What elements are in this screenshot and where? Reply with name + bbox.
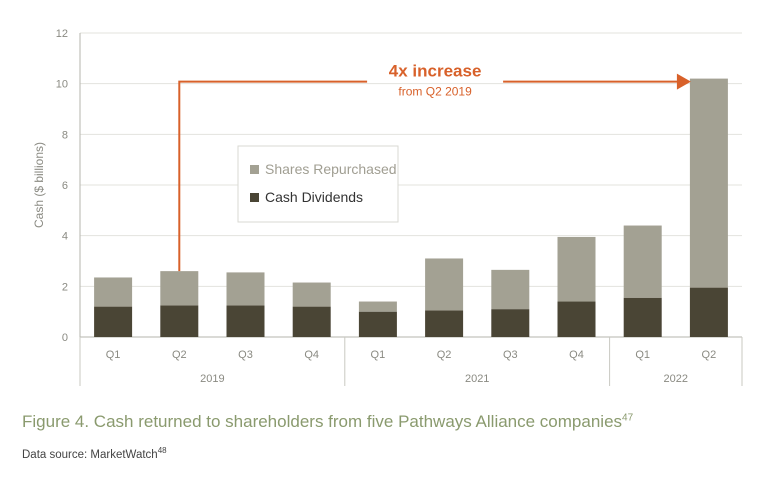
y-tick-label: 2 xyxy=(62,281,68,293)
annotation-arrow-start xyxy=(178,80,368,272)
y-tick-label: 6 xyxy=(62,180,68,192)
source-text: Data source: MarketWatch xyxy=(22,448,158,461)
bar-shares-repurchased xyxy=(94,277,133,307)
bar-shares-repurchased xyxy=(491,269,530,310)
bar-shares-repurchased xyxy=(226,272,265,306)
bar-cash-dividends xyxy=(160,305,199,337)
bar-shares-repurchased xyxy=(160,271,199,306)
figure-caption: Figure 4. Cash returned to shareholders … xyxy=(22,412,633,432)
bar-cash-dividends xyxy=(425,310,464,337)
x-tick-label: Q2 xyxy=(437,349,452,361)
bar-cash-dividends xyxy=(557,301,596,337)
x-tick-label: Q2 xyxy=(172,349,187,361)
x-tick-label: Q1 xyxy=(635,349,650,361)
x-tick-label: Q1 xyxy=(106,349,121,361)
stacked-bar-chart: 0 2 4 6 8 10 12 Cash ($ billions) Q1 Q2 Q3 Q4 Q1 Q2… xyxy=(32,28,743,386)
x-group-label: 2022 xyxy=(664,373,688,385)
legend-label-cash-dividends: Cash Dividends xyxy=(265,189,363,205)
x-tick-label: Q3 xyxy=(503,349,518,361)
bar-cash-dividends xyxy=(292,306,331,337)
bar-cash-dividends xyxy=(689,287,728,337)
bars xyxy=(94,78,728,337)
annotation-title: 4x increase xyxy=(389,62,482,81)
bar-cash-dividends xyxy=(94,306,133,337)
x-tick-label: Q4 xyxy=(569,349,584,361)
caption-footnote-ref: 47 xyxy=(622,412,634,424)
bar-shares-repurchased xyxy=(425,258,464,311)
legend-swatch-shares-repurchased xyxy=(250,165,259,174)
bar-shares-repurchased xyxy=(358,301,397,312)
y-tick-label: 4 xyxy=(62,231,68,243)
x-tick-label: Q1 xyxy=(371,349,386,361)
y-tick-label: 0 xyxy=(62,332,68,344)
legend: Shares Repurchased Cash Dividends xyxy=(237,145,399,223)
bar-shares-repurchased xyxy=(292,282,331,307)
x-tick-label: Q2 xyxy=(702,349,717,361)
x-group-label: 2019 xyxy=(200,373,224,385)
annotation-arrowhead-icon xyxy=(676,73,691,90)
bar-cash-dividends xyxy=(358,311,397,337)
y-axis-title: Cash ($ billions) xyxy=(32,142,46,228)
data-source: Data source: MarketWatch48 xyxy=(22,446,167,461)
y-axis-ticks: 0 2 4 6 8 10 12 xyxy=(56,28,68,344)
bar-shares-repurchased xyxy=(623,225,662,298)
caption-text: Figure 4. Cash returned to shareholders … xyxy=(22,412,623,431)
bar-shares-repurchased xyxy=(689,78,728,288)
bar-shares-repurchased xyxy=(557,236,596,302)
bar-cash-dividends xyxy=(226,305,265,337)
y-tick-label: 12 xyxy=(56,28,68,40)
x-tick-label: Q3 xyxy=(238,349,253,361)
legend-swatch-cash-dividends xyxy=(250,193,259,202)
source-footnote-ref: 48 xyxy=(157,446,167,455)
annotation-subtitle: from Q2 2019 xyxy=(398,85,472,99)
legend-label-shares-repurchased: Shares Repurchased xyxy=(265,161,397,177)
increase-annotation: 4x increase from Q2 2019 xyxy=(178,62,691,272)
y-tick-label: 8 xyxy=(62,129,68,141)
bar-cash-dividends xyxy=(623,297,662,337)
bar-cash-dividends xyxy=(491,309,530,337)
x-axis: Q1 Q2 Q3 Q4 Q1 Q2 Q3 Q4 Q1 Q2 2019 2021 2022 xyxy=(79,337,743,386)
legend-box xyxy=(237,145,399,223)
x-tick-label: Q4 xyxy=(304,349,319,361)
x-group-label: 2021 xyxy=(465,373,489,385)
y-tick-label: 10 xyxy=(56,79,68,91)
